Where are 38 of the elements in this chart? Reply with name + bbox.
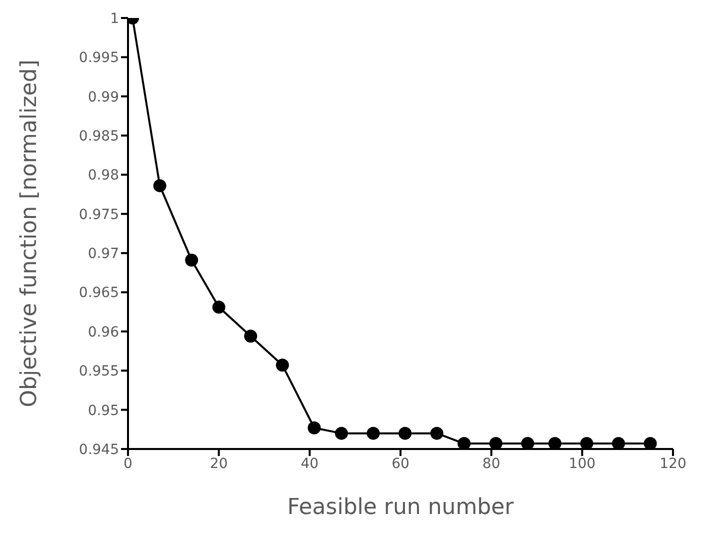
point xyxy=(580,437,594,449)
y-tick-label: 0.98 xyxy=(88,168,119,184)
x-axis-title: Feasible run number xyxy=(287,495,515,520)
point xyxy=(334,426,348,440)
point xyxy=(366,426,380,440)
y-tick-label: 0.945 xyxy=(78,442,119,458)
point xyxy=(612,437,625,449)
x-tick-label: 0 xyxy=(124,456,132,472)
x-tick-label: 60 xyxy=(392,456,410,472)
y-tick-label: 0.97 xyxy=(88,246,119,262)
point xyxy=(521,437,534,449)
point xyxy=(308,421,321,434)
y-tick-label: 1 xyxy=(110,10,119,27)
point xyxy=(548,437,562,449)
point xyxy=(430,426,444,440)
point xyxy=(185,254,198,267)
y-tick-label: 0.965 xyxy=(78,285,119,302)
point xyxy=(244,330,258,343)
x-tick-label: 80 xyxy=(482,456,500,472)
y-tick-label: 0.985 xyxy=(78,128,119,145)
x-tick-label: 20 xyxy=(210,456,228,472)
x-tick-label: 120 xyxy=(660,456,686,472)
point xyxy=(644,437,657,449)
y-tick-label: 0.99 xyxy=(88,89,119,106)
point xyxy=(276,358,289,372)
y-tick-label: 0.96 xyxy=(88,324,120,340)
y-tick-label: 0.955 xyxy=(78,364,119,380)
y-tick-label: 0.975 xyxy=(78,206,119,223)
point xyxy=(489,437,502,449)
point xyxy=(212,300,226,314)
point xyxy=(458,437,471,449)
x-tick-label: 40 xyxy=(300,456,319,472)
x-tick-label: 100 xyxy=(568,456,596,472)
point xyxy=(398,426,412,440)
y-axis-title: Objective function [normalized] xyxy=(16,60,42,408)
y-tick-label: 0.95 xyxy=(88,402,119,419)
y-tick-label: 0.995 xyxy=(78,50,119,66)
point xyxy=(153,179,166,192)
